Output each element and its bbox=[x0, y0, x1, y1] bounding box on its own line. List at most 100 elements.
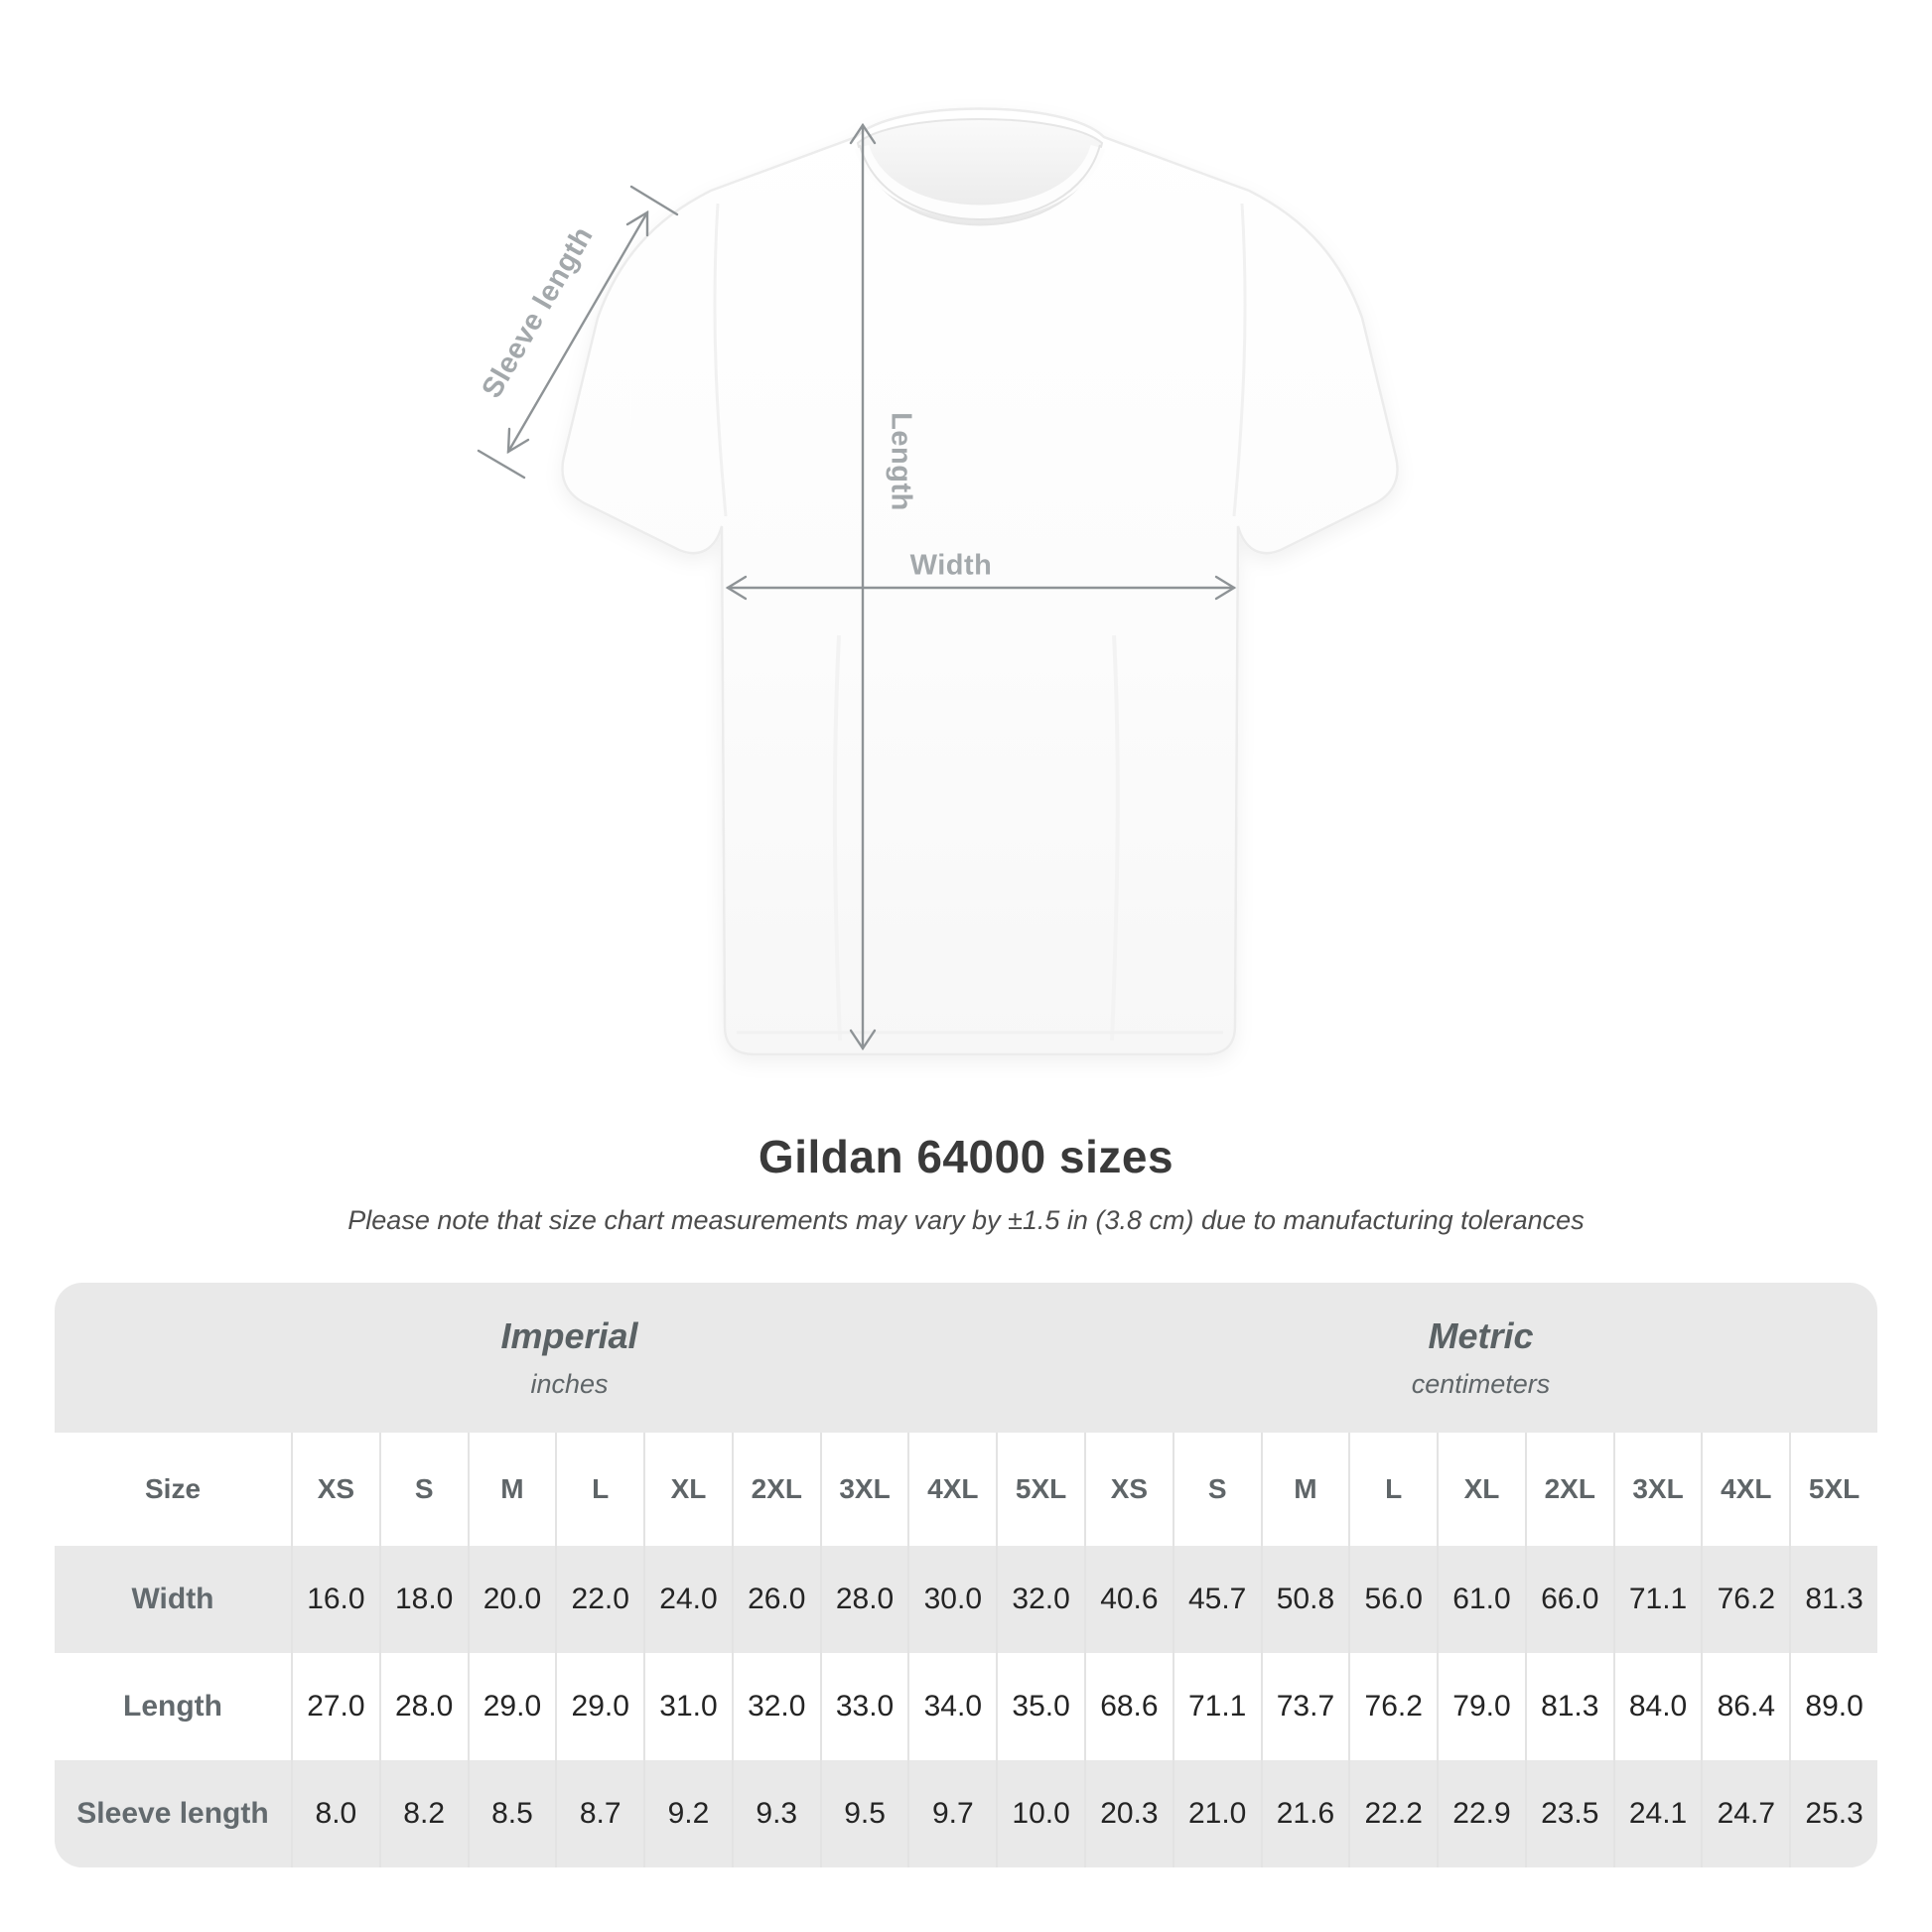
size-header-2xl-metric: 2XL bbox=[1524, 1433, 1613, 1546]
length-xl-cm: 79.0 bbox=[1437, 1653, 1525, 1760]
sleeve-3xl-in: 9.5 bbox=[819, 1760, 908, 1867]
length-l-in: 29.0 bbox=[555, 1653, 643, 1760]
measurement-arrows bbox=[477, 122, 1237, 1051]
heading: Gildan 64000 sizes Please note that size… bbox=[0, 1130, 1932, 1236]
imperial-unit: inches bbox=[530, 1369, 609, 1399]
width-xl-cm: 61.0 bbox=[1437, 1546, 1525, 1653]
tolerance-note: Please note that size chart measurements… bbox=[347, 1205, 1585, 1235]
sleeve-m-cm: 21.6 bbox=[1260, 1760, 1349, 1867]
width-5xl-in: 32.0 bbox=[996, 1546, 1084, 1653]
size-header-xs-metric: XS bbox=[1084, 1433, 1173, 1546]
tshirt-measurement-diagram: Sleeve length Length Width bbox=[476, 107, 1399, 1056]
length-3xl-in: 33.0 bbox=[819, 1653, 908, 1760]
sleeve-l-cm: 22.2 bbox=[1348, 1760, 1437, 1867]
sleeve-xl-cm: 22.9 bbox=[1437, 1760, 1525, 1867]
sleeve-m-in: 8.5 bbox=[467, 1760, 556, 1867]
table-row-sleeve-length: Sleeve length 8.0 8.2 8.5 8.7 9.2 9.3 9.… bbox=[55, 1760, 1877, 1867]
width-2xl-in: 26.0 bbox=[731, 1546, 820, 1653]
sleeve-4xl-cm: 24.7 bbox=[1701, 1760, 1789, 1867]
sleeve-5xl-in: 10.0 bbox=[996, 1760, 1084, 1867]
size-header-l-imperial: L bbox=[555, 1433, 643, 1546]
sleeve-2xl-in: 9.3 bbox=[731, 1760, 820, 1867]
row-label-width: Width bbox=[131, 1583, 214, 1615]
tshirt-collar bbox=[854, 118, 1106, 226]
size-header-m-imperial: M bbox=[467, 1433, 556, 1546]
imperial-label: Imperial bbox=[500, 1315, 638, 1356]
width-xs-cm: 40.6 bbox=[1084, 1546, 1173, 1653]
width-l-cm: 56.0 bbox=[1348, 1546, 1437, 1653]
sleeve-2xl-cm: 23.5 bbox=[1524, 1760, 1613, 1867]
width-4xl-in: 30.0 bbox=[907, 1546, 996, 1653]
width-s-cm: 45.7 bbox=[1172, 1546, 1261, 1653]
width-3xl-in: 28.0 bbox=[819, 1546, 908, 1653]
length-m-cm: 73.7 bbox=[1260, 1653, 1349, 1760]
width-s-in: 18.0 bbox=[378, 1546, 468, 1653]
length-xs-in: 27.0 bbox=[291, 1653, 379, 1760]
size-header-xl-metric: XL bbox=[1437, 1433, 1525, 1546]
width-arrow bbox=[725, 575, 1237, 601]
sleeve-4xl-in: 9.7 bbox=[907, 1760, 996, 1867]
width-2xl-cm: 66.0 bbox=[1524, 1546, 1613, 1653]
length-3xl-cm: 84.0 bbox=[1612, 1653, 1702, 1760]
width-xs-in: 16.0 bbox=[291, 1546, 379, 1653]
size-header-2xl-imperial: 2XL bbox=[731, 1433, 820, 1546]
size-header-m-metric: M bbox=[1260, 1433, 1349, 1546]
length-s-in: 28.0 bbox=[378, 1653, 468, 1760]
width-4xl-cm: 76.2 bbox=[1701, 1546, 1789, 1653]
size-header-5xl-metric: 5XL bbox=[1789, 1433, 1877, 1546]
width-5xl-cm: 81.3 bbox=[1789, 1546, 1877, 1653]
sleeve-xs-cm: 20.3 bbox=[1084, 1760, 1173, 1867]
tshirt-body bbox=[561, 107, 1399, 1056]
size-header-4xl-imperial: 4XL bbox=[907, 1433, 996, 1546]
sleeve-3xl-cm: 24.1 bbox=[1612, 1760, 1702, 1867]
length-m-in: 29.0 bbox=[467, 1653, 556, 1760]
imperial-group-header: Imperial inches bbox=[55, 1315, 1084, 1400]
length-5xl-cm: 89.0 bbox=[1789, 1653, 1877, 1760]
length-xl-in: 31.0 bbox=[643, 1653, 732, 1760]
sleeve-l-in: 8.7 bbox=[555, 1760, 643, 1867]
sleeve-s-in: 8.2 bbox=[378, 1760, 468, 1867]
size-header-row: Size XS S M L XL 2XL 3XL 4XL 5XL XS S M … bbox=[55, 1433, 1877, 1546]
sleeve-5xl-cm: 25.3 bbox=[1789, 1760, 1877, 1867]
tshirt-illustration bbox=[477, 107, 1399, 1056]
width-xl-in: 24.0 bbox=[643, 1546, 732, 1653]
page-title: Gildan 64000 sizes bbox=[758, 1131, 1174, 1182]
metric-group-header: Metric centimeters bbox=[1084, 1315, 1877, 1400]
size-table: Imperial inches Metric centimeters Size … bbox=[55, 1283, 1877, 1867]
sleeve-length-arrow bbox=[477, 185, 679, 480]
length-2xl-in: 32.0 bbox=[731, 1653, 820, 1760]
size-header-s-imperial: S bbox=[378, 1433, 468, 1546]
length-5xl-in: 35.0 bbox=[996, 1653, 1084, 1760]
unit-header-row: Imperial inches Metric centimeters bbox=[55, 1283, 1877, 1433]
length-label: Length bbox=[885, 412, 917, 511]
row-label-length: Length bbox=[123, 1690, 222, 1723]
size-header-l-metric: L bbox=[1348, 1433, 1437, 1546]
length-l-cm: 76.2 bbox=[1348, 1653, 1437, 1760]
length-4xl-in: 34.0 bbox=[907, 1653, 996, 1760]
length-4xl-cm: 86.4 bbox=[1701, 1653, 1789, 1760]
size-header-4xl-metric: 4XL bbox=[1701, 1433, 1789, 1546]
length-2xl-cm: 81.3 bbox=[1524, 1653, 1613, 1760]
width-l-in: 22.0 bbox=[555, 1546, 643, 1653]
row-label-sleeve-length: Sleeve length bbox=[76, 1797, 269, 1830]
table-row-length: Length 27.0 28.0 29.0 29.0 31.0 32.0 33.… bbox=[55, 1653, 1877, 1760]
width-label: Width bbox=[909, 549, 993, 582]
size-header-3xl-imperial: 3XL bbox=[819, 1433, 908, 1546]
size-header-xl-imperial: XL bbox=[643, 1433, 732, 1546]
length-xs-cm: 68.6 bbox=[1084, 1653, 1173, 1760]
width-m-cm: 50.8 bbox=[1260, 1546, 1349, 1653]
metric-label: Metric bbox=[1428, 1315, 1534, 1356]
table-row-width: Width 16.0 18.0 20.0 22.0 24.0 26.0 28.0… bbox=[55, 1546, 1877, 1653]
sleeve-xs-in: 8.0 bbox=[291, 1760, 379, 1867]
metric-unit: centimeters bbox=[1411, 1369, 1551, 1399]
sleeve-xl-in: 9.2 bbox=[643, 1760, 732, 1867]
width-3xl-cm: 71.1 bbox=[1612, 1546, 1702, 1653]
size-header-5xl-imperial: 5XL bbox=[996, 1433, 1084, 1546]
length-s-cm: 71.1 bbox=[1172, 1653, 1261, 1760]
size-column-header: Size bbox=[144, 1473, 202, 1504]
width-m-in: 20.0 bbox=[467, 1546, 556, 1653]
size-header-s-metric: S bbox=[1172, 1433, 1261, 1546]
size-header-xs-imperial: XS bbox=[291, 1433, 379, 1546]
size-header-3xl-metric: 3XL bbox=[1612, 1433, 1702, 1546]
